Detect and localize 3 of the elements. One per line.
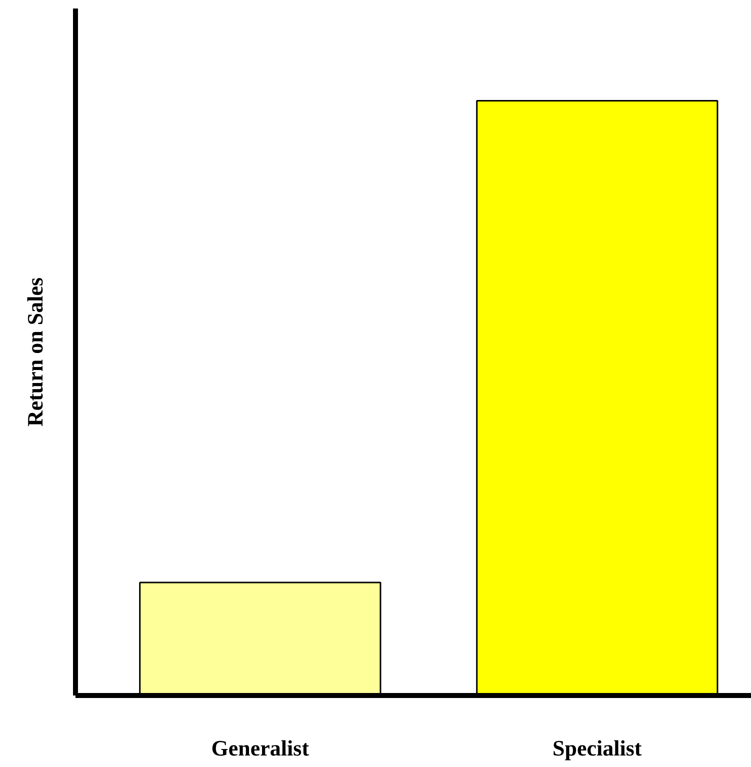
- y-axis-title: Return on Sales: [22, 277, 48, 427]
- x-tick-label: Specialist: [552, 736, 642, 760]
- x-tick-label: Generalist: [211, 736, 310, 760]
